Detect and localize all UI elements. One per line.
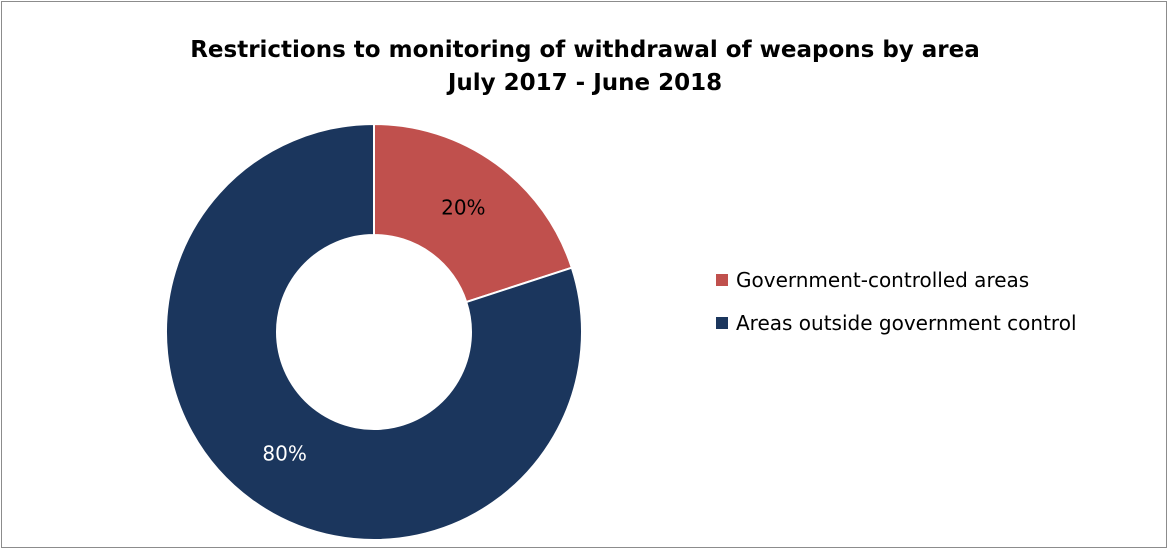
donut-data-labels: 20% 80%: [262, 196, 485, 466]
chart-legend: Government-controlled areas Areas outside…: [716, 258, 1077, 344]
legend-swatch: [716, 273, 728, 286]
legend-label: Areas outside government control: [736, 310, 1077, 335]
donut-data-label-1: 20%: [441, 196, 485, 220]
donut-slice-1: [373, 122, 574, 304]
legend-label: Government-controlled areas: [736, 267, 1030, 292]
donut-data-label-2: 80%: [262, 441, 306, 465]
chart-subtitle: July 2017 - June 2018: [447, 70, 723, 96]
legend-item-1: Government-controlled areas: [716, 258, 1077, 301]
donut-slices: [165, 122, 583, 541]
chart-title: Restrictions to monitoring of withdrawal…: [190, 37, 980, 63]
legend-item-2: Areas outside government control: [716, 301, 1077, 344]
legend-swatch: [716, 316, 728, 329]
donut-slice-2: [165, 122, 583, 541]
chart-title-block: Restrictions to monitoring of withdrawal…: [0, 34, 1170, 100]
